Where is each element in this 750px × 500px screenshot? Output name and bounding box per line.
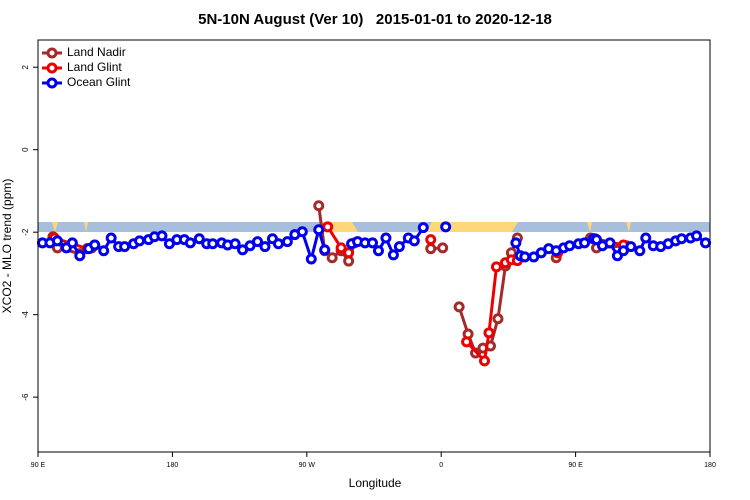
data-point [579,237,591,249]
data-point [591,234,603,246]
data-point [51,235,63,247]
data-point [156,230,168,242]
data-point [66,237,78,249]
data-point [604,237,616,249]
x-tick-label: 180 [704,462,716,469]
data-point [313,224,325,236]
data-point [519,251,531,263]
data-point [259,241,271,253]
chart-title: 5N-10N August (Ver 10) 2015-01-01 to 202… [198,11,552,28]
data-point [700,237,712,249]
legend-marker [46,77,58,89]
data-point [193,233,205,245]
data-point [319,244,331,256]
y-tick-label: -2 [21,228,30,236]
data-point [380,232,392,244]
data-point [437,242,449,254]
data-point [272,238,284,250]
data-point [252,236,264,248]
data-point [184,237,196,249]
x-axis-label: Longitude [349,476,402,490]
data-point [417,222,429,234]
data-point [98,245,110,257]
data-point [119,241,131,253]
ocean-band [38,222,710,232]
data-point [510,237,522,249]
legend-marker [46,62,58,74]
data-point [490,261,502,273]
data-point [625,241,637,253]
data-point [691,230,703,242]
data-point [229,238,241,250]
data-point [367,237,379,249]
data-point [453,301,465,313]
data-point [440,221,452,233]
data-point [335,242,347,254]
data-point [483,327,495,339]
legend-label: Land Glint [67,60,122,74]
data-point [492,313,504,325]
data-point [387,249,399,261]
data-point [564,240,576,252]
y-tick-label: -6 [21,393,30,401]
data-point [372,245,384,257]
x-tick-label: 90 E [31,462,46,469]
data-point [425,243,437,255]
y-axis-label: XCO2 - MLO trend (ppm) [0,179,14,314]
y-tick-label: 2 [21,64,30,69]
data-point [343,247,355,259]
data-point [326,252,338,264]
data-point [408,235,420,247]
data-point [393,241,405,253]
land-band [626,222,631,232]
data-point [676,233,688,245]
x-tick-label: 180 [167,462,179,469]
x-tick-label: 90 E [568,462,583,469]
x-tick-label: 0 [439,462,443,469]
legend-label: Land Nadir [67,45,126,59]
x-tick-label: 90 W [299,462,316,469]
data-point [134,235,146,247]
data-point [105,232,117,244]
data-point [479,355,491,367]
data-point [207,238,219,250]
y-tick-label: -4 [21,311,30,319]
land-band [52,222,58,232]
data-point [89,239,101,251]
data-point [281,236,293,248]
data-point [313,200,325,212]
land-band [426,222,518,232]
plot-frame [37,39,711,453]
legend-label: Ocean Glint [67,75,131,89]
land-band [587,222,592,232]
data-point [305,253,317,265]
data-point [640,232,652,244]
land-band [84,222,88,232]
data-point [634,245,646,257]
y-tick-label: 0 [21,147,30,152]
data-point [296,226,308,238]
legend-marker [46,47,58,59]
data-point [322,221,334,233]
surface-band [38,222,710,232]
data-point [461,336,473,348]
data-point [425,234,437,246]
data-point [74,250,86,262]
